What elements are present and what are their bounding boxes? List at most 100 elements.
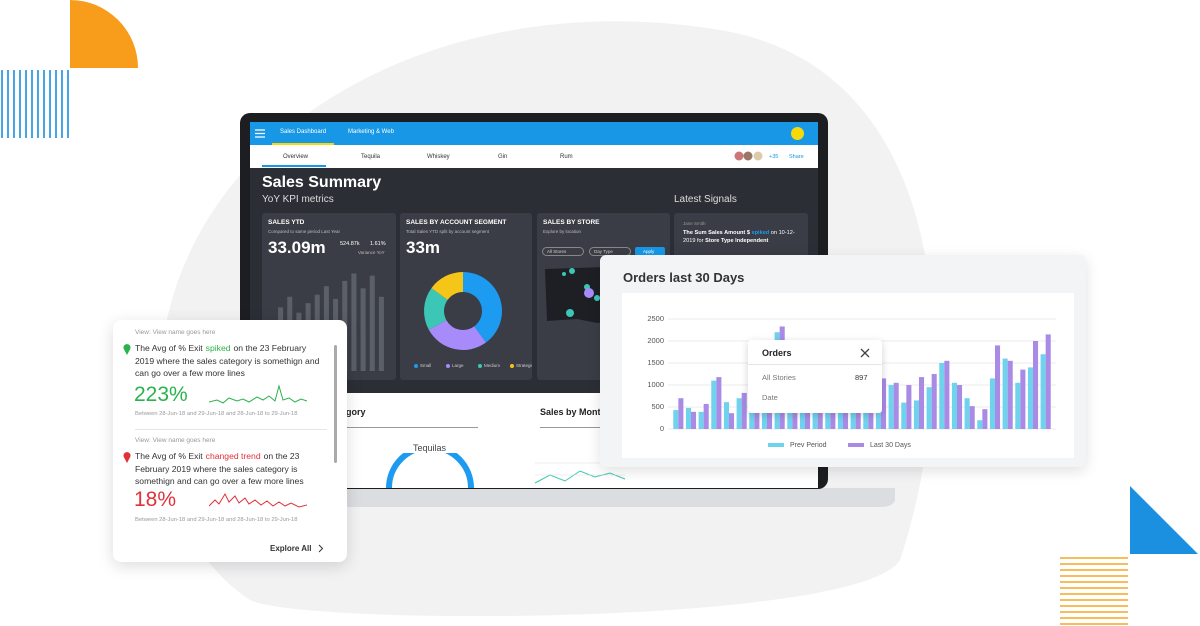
apply-button[interactable]: Apply xyxy=(635,247,665,256)
bar xyxy=(989,378,995,429)
section-title: Sales by Mont xyxy=(540,407,601,417)
sparkline xyxy=(209,492,307,508)
kpi-note: Variance YoY xyxy=(358,250,385,255)
signal-text: The Avg of % Exit changed trend on the 23 … xyxy=(135,450,325,488)
donut-segment xyxy=(463,272,502,343)
kpi-delta-pct: 1.61% xyxy=(370,241,386,247)
card-subtitle: Explore by location xyxy=(543,229,582,234)
signals-title: Latest Signals xyxy=(674,194,737,205)
bar xyxy=(678,398,684,429)
bar xyxy=(1027,367,1033,429)
bar xyxy=(913,400,919,429)
bar xyxy=(1007,360,1013,429)
bar xyxy=(893,382,899,429)
text: The Sum Sales Amount $ xyxy=(683,230,750,236)
explore-link[interactable]: Explore All xyxy=(270,544,312,553)
bar xyxy=(741,392,747,429)
card-title: SALES BY ACCOUNT SEGMENT xyxy=(406,219,507,226)
legend-label: Strategic xyxy=(516,363,532,368)
bar xyxy=(698,411,704,429)
signal-author: Jane Smith xyxy=(683,221,706,226)
dashboard-title: Sales Summary xyxy=(262,174,382,191)
tooltip-title: Orders xyxy=(762,348,792,358)
bar xyxy=(901,402,907,429)
tab[interactable]: Tequila xyxy=(361,154,381,160)
avatars xyxy=(734,151,763,161)
highlight: spiked xyxy=(751,230,770,236)
card-subtitle: Compared to same period Last Year xyxy=(268,229,341,234)
tab[interactable]: Overview xyxy=(283,154,309,160)
text: on the 23 February 2019 where the sales … xyxy=(135,343,320,378)
text: on the 23 February 2019 where the sales … xyxy=(135,451,304,486)
tab[interactable]: Gin xyxy=(498,154,508,160)
signal-text: The Sum Sales Amount $ spiked on 10-12-2… xyxy=(683,229,803,245)
highlight: spiked xyxy=(205,343,231,353)
bar xyxy=(982,409,988,429)
bar xyxy=(977,420,983,429)
bar xyxy=(939,363,945,429)
add-button[interactable] xyxy=(791,127,804,140)
kpi: 33.09m xyxy=(268,238,326,257)
bar xyxy=(711,380,717,429)
bar xyxy=(957,385,963,429)
share[interactable]: Share xyxy=(789,154,804,160)
chevron xyxy=(318,544,324,553)
tab-underline xyxy=(262,165,326,167)
bar xyxy=(1040,354,1046,429)
bar xyxy=(944,360,950,429)
menu-icon[interactable] xyxy=(255,129,265,138)
tab[interactable]: Rum xyxy=(560,154,573,160)
bar xyxy=(351,273,357,371)
legend-label: Large xyxy=(452,363,464,368)
orders-card: Orders last 30 Days 0 500 1000 1500 2000 2500… xyxy=(600,255,1086,467)
bar xyxy=(360,288,366,371)
sparkline xyxy=(209,384,307,404)
tab[interactable]: Whiskey xyxy=(427,154,450,160)
bar xyxy=(881,378,887,429)
bar xyxy=(691,411,697,429)
legend-swatch xyxy=(768,443,784,447)
y-tick-label: 2500 xyxy=(647,314,664,323)
bar xyxy=(995,345,1001,429)
top-bar: Sales Dashboard Marketing & Web xyxy=(250,122,818,145)
card-title: SALES YTD xyxy=(268,219,305,226)
segment-card: SALES BY ACCOUNT SEGMENT Total Sales YTD… xyxy=(400,213,532,380)
signal-text: The Avg of % Exit spiked on the 23 Februar… xyxy=(135,342,325,380)
legend-dot xyxy=(510,364,514,368)
legend-dot xyxy=(414,364,418,368)
bar xyxy=(369,275,375,371)
donut-segment xyxy=(424,288,448,330)
bar xyxy=(378,296,384,371)
highlight: changed trend xyxy=(205,451,261,461)
menu[interactable]: Sales Dashboard xyxy=(280,129,327,135)
y-tick-label: 500 xyxy=(651,402,664,411)
legend-label: Last 30 Days xyxy=(870,442,911,449)
legend-label: Medium xyxy=(484,363,500,368)
bottom-donut xyxy=(386,453,474,488)
divider xyxy=(338,427,478,428)
bar xyxy=(729,413,735,429)
bar xyxy=(703,403,709,429)
legend-dot xyxy=(446,364,450,368)
dashboard-subtitle: YoY KPI metrics xyxy=(262,194,334,205)
close-button[interactable] xyxy=(860,348,870,358)
tooltip-value: 897 xyxy=(855,373,868,382)
filter[interactable]: All Stores xyxy=(542,247,584,256)
y-tick-label: 1500 xyxy=(647,358,664,367)
signal-value: 223% xyxy=(134,383,188,406)
bar xyxy=(919,377,925,429)
bar xyxy=(1020,369,1026,429)
pin xyxy=(123,344,131,355)
y-tick-label: 0 xyxy=(660,424,664,433)
text: on 10-12-2019 for xyxy=(683,230,795,244)
pin xyxy=(123,452,131,463)
bar xyxy=(673,410,679,429)
bar xyxy=(716,377,722,429)
bar xyxy=(888,385,894,429)
divider xyxy=(748,364,882,365)
menu[interactable]: Marketing & Web xyxy=(348,129,394,135)
text: The Avg of % Exit xyxy=(135,451,203,461)
text: The Avg of % Exit xyxy=(135,343,203,353)
bar xyxy=(1033,341,1039,429)
